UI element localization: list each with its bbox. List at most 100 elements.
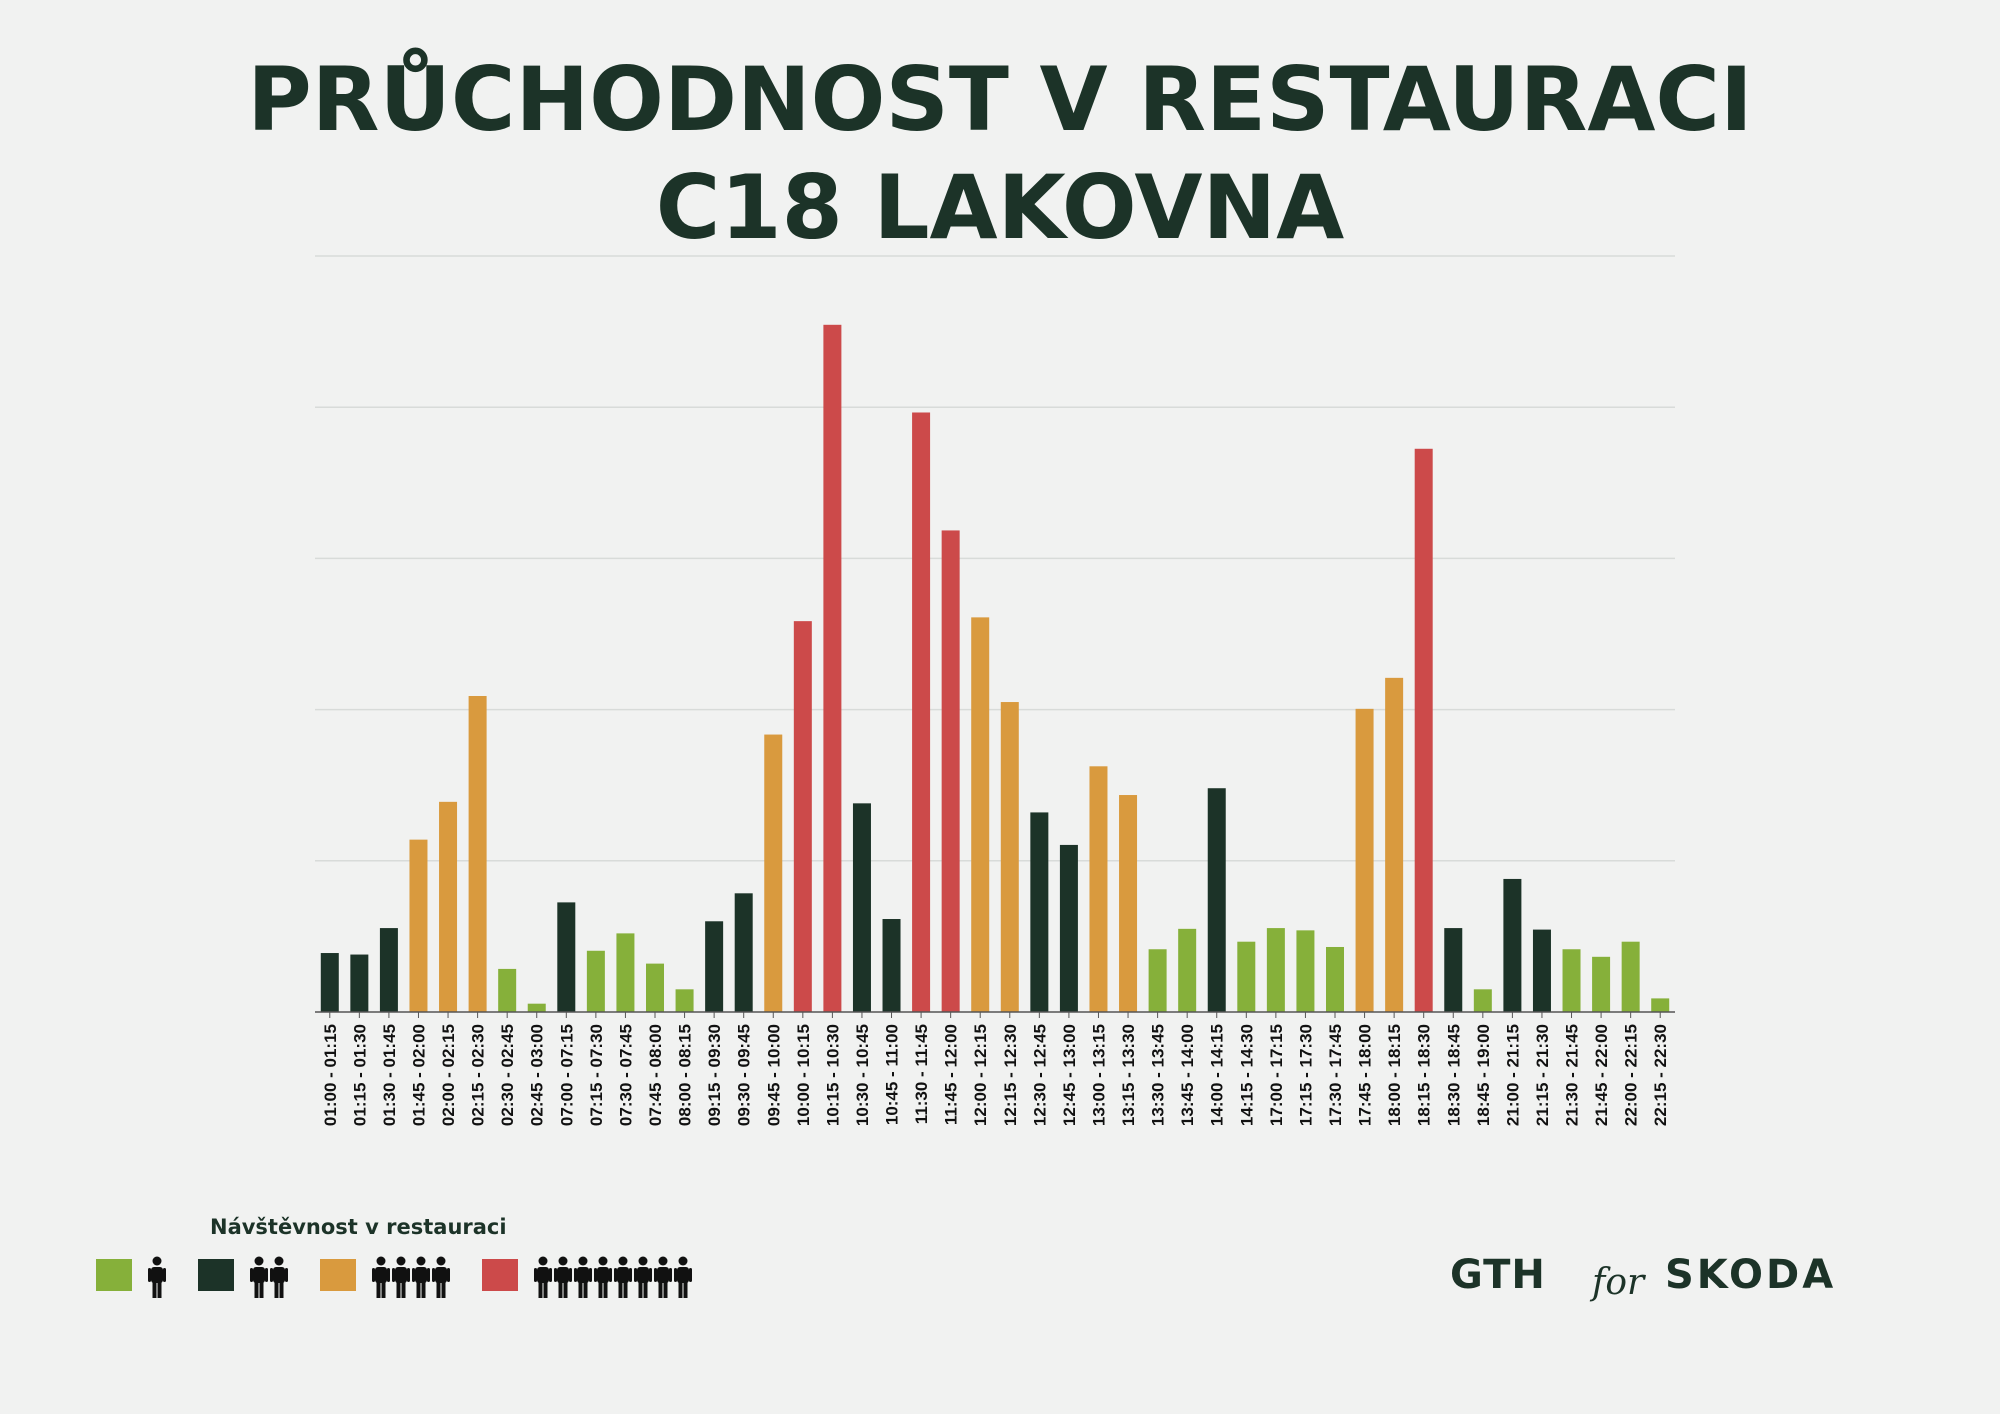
- x-tick-label: 10:00 - 10:15: [794, 1024, 813, 1126]
- x-tick-label: 12:00 - 12:15: [971, 1024, 990, 1126]
- x-tick-label: 12:15 - 12:30: [1001, 1024, 1020, 1126]
- bar-14151430: [1237, 941, 1256, 1012]
- x-tick-label: 17:15 - 17:30: [1296, 1024, 1315, 1126]
- x-tick-label: 10:15 - 10:30: [823, 1024, 842, 1126]
- x-tick-label: 10:45 - 11:00: [883, 1024, 902, 1125]
- bar-21302145: [1562, 949, 1581, 1012]
- bar-01150130: [350, 954, 369, 1012]
- bar-02150230: [468, 695, 487, 1012]
- x-tick-label: 07:30 - 07:45: [616, 1024, 635, 1126]
- bar-01450200: [409, 839, 428, 1012]
- bar-07450800: [646, 963, 664, 1012]
- x-tick-label: 13:45 - 14:00: [1178, 1024, 1197, 1126]
- bar-08000815: [675, 989, 694, 1012]
- x-tick-label: 12:30 - 12:45: [1030, 1024, 1049, 1126]
- bar-09150930: [705, 921, 724, 1012]
- x-tick-label: 21:30 - 21:45: [1563, 1024, 1582, 1126]
- person-icon: [534, 1256, 552, 1298]
- person-icon: [270, 1256, 288, 1298]
- x-tick-label: 18:45 - 19:00: [1474, 1024, 1493, 1126]
- bar-02300245: [498, 968, 517, 1012]
- person-icon: [392, 1256, 410, 1298]
- x-tick-label: 22:00 - 22:15: [1622, 1024, 1641, 1126]
- x-tick-label: 13:30 - 13:45: [1149, 1024, 1168, 1126]
- bar-chart: 01:00 - 01:15 01:15 - 01:30 01:30 - 01:45 0…: [315, 255, 1675, 1126]
- x-tick-label: 09:15 - 09:30: [705, 1024, 724, 1126]
- bar-18451900: [1473, 989, 1492, 1012]
- bar-11301145: [912, 412, 931, 1012]
- x-tick-label: 22:15 - 22:30: [1651, 1024, 1670, 1126]
- x-tick-label: 08:00 - 08:15: [676, 1024, 695, 1126]
- skoda-logo: SKODA: [1665, 1252, 1837, 1298]
- bar-17301745: [1326, 946, 1344, 1012]
- legend-swatch-dark: [198, 1259, 234, 1291]
- bar-10301045: [852, 803, 871, 1012]
- person-icon: [250, 1256, 268, 1298]
- bar-13451400: [1178, 928, 1197, 1012]
- title-line-1: PRŮCHODNOST V RESTAURACI: [247, 48, 1753, 151]
- x-tick-label: 07:15 - 07:30: [587, 1024, 606, 1126]
- x-tick-label: 17:45 - 18:00: [1356, 1024, 1375, 1126]
- x-tick-label: 02:00 - 02:15: [439, 1024, 458, 1126]
- bar-13001315: [1089, 766, 1108, 1012]
- x-tick-label: 12:45 - 13:00: [1060, 1024, 1079, 1126]
- x-tick-labels: 01:00 - 01:15 01:15 - 01:30 01:30 - 01:45 0…: [321, 1012, 1670, 1126]
- x-tick-label: 13:00 - 13:15: [1089, 1024, 1108, 1126]
- x-tick-label: 17:00 - 17:15: [1267, 1024, 1286, 1126]
- person-icon: [372, 1256, 390, 1298]
- x-tick-label: 21:00 - 21:15: [1503, 1024, 1522, 1126]
- x-tick-label: 01:45 - 02:00: [409, 1024, 428, 1126]
- bar-17151730: [1296, 930, 1315, 1012]
- bar-22152230: [1651, 998, 1670, 1012]
- bar-21002115: [1503, 878, 1522, 1012]
- x-tick-label: 13:15 - 13:30: [1119, 1024, 1138, 1126]
- x-tick-label: 09:45 - 10:00: [764, 1024, 783, 1126]
- legend-title: Návštěvnost v restauraci: [210, 1215, 507, 1239]
- bar-21452200: [1592, 956, 1611, 1012]
- person-icon: [654, 1256, 672, 1298]
- person-icon: [674, 1256, 692, 1298]
- person-icon: [432, 1256, 450, 1298]
- bar-10001015: [793, 621, 812, 1012]
- bar-07150730: [586, 950, 605, 1012]
- bar-09451000: [764, 734, 783, 1012]
- bar-14001415: [1207, 788, 1226, 1012]
- x-tick-label: 01:15 - 01:30: [350, 1024, 369, 1126]
- person-icon: [148, 1256, 166, 1298]
- x-tick-label: 21:15 - 21:30: [1533, 1024, 1552, 1126]
- person-icon: [412, 1256, 430, 1298]
- bar-11451200: [941, 530, 960, 1012]
- x-tick-label: 18:00 - 18:15: [1385, 1024, 1404, 1126]
- x-tick-label: 02:30 - 02:45: [498, 1024, 517, 1126]
- x-tick-label: 18:15 - 18:30: [1415, 1024, 1434, 1126]
- title-line-2: C18 LAKOVNA: [655, 156, 1345, 259]
- bar-09300945: [734, 893, 753, 1012]
- legend-swatch-red: [482, 1259, 518, 1291]
- gridlines: [315, 255, 1675, 862]
- bars: [320, 324, 1670, 1012]
- for-text: for: [1592, 1262, 1645, 1303]
- person-icon: [594, 1256, 612, 1298]
- x-tick-label: 10:30 - 10:45: [853, 1024, 872, 1126]
- person-icon: [574, 1256, 592, 1298]
- bar-12301245: [1030, 812, 1049, 1012]
- x-tick-label: 02:45 - 03:00: [528, 1024, 547, 1126]
- x-tick-label: 14:00 - 14:15: [1208, 1024, 1227, 1126]
- bar-17451800: [1355, 708, 1374, 1012]
- page-title: PRŮCHODNOST V RESTAURACI C18 LAKOVNA: [0, 46, 2000, 262]
- person-icon: [614, 1256, 632, 1298]
- legend-people-red: [534, 1256, 692, 1298]
- bar-02000215: [439, 801, 458, 1012]
- x-tick-label: 07:00 - 07:15: [557, 1024, 576, 1126]
- bar-12151230: [1000, 702, 1019, 1012]
- x-tick-label: 01:00 - 01:15: [321, 1024, 340, 1126]
- bar-10451100: [882, 919, 901, 1012]
- legend-swatch-green: [96, 1259, 132, 1291]
- bar-18301845: [1444, 928, 1463, 1012]
- bar-01300145: [379, 928, 398, 1012]
- person-icon: [634, 1256, 652, 1298]
- x-tick-label: 21:45 - 22:00: [1592, 1024, 1611, 1126]
- bar-21152130: [1532, 929, 1551, 1012]
- bar-18001815: [1385, 677, 1404, 1012]
- x-tick-label: 17:30 - 17:45: [1326, 1024, 1345, 1126]
